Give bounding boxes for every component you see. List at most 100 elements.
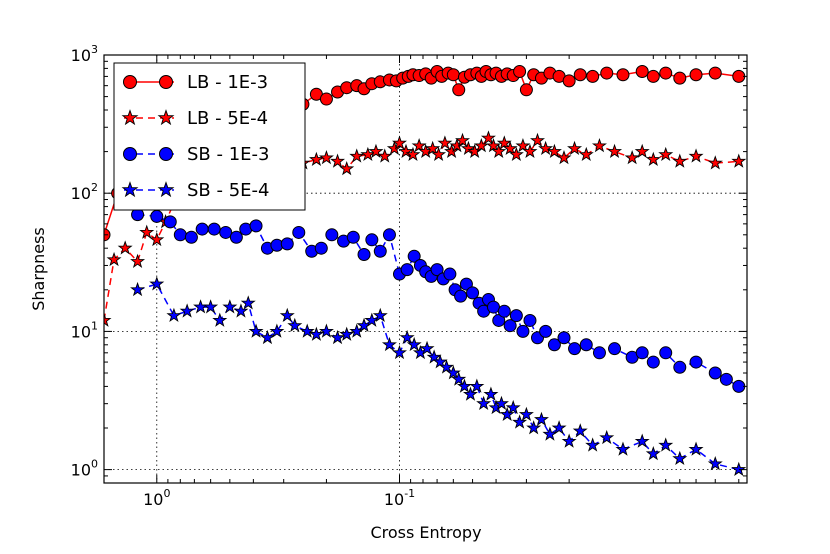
legend-marker	[123, 147, 137, 161]
data-point	[308, 151, 324, 166]
x-tick-label: 10-1	[384, 487, 415, 509]
data-point	[360, 146, 376, 162]
data-point	[688, 441, 704, 456]
legend-marker	[159, 75, 173, 89]
data-point	[318, 150, 334, 165]
data-point	[117, 240, 133, 255]
data-point	[538, 140, 554, 156]
data-point	[346, 230, 360, 244]
data-point	[707, 155, 723, 170]
data-point	[615, 441, 631, 456]
data-point	[399, 329, 415, 345]
data-point	[732, 69, 746, 83]
legend-label: SB - 5E-4	[187, 180, 270, 201]
data-point	[513, 64, 527, 78]
data-point	[381, 336, 397, 352]
data-point	[556, 150, 572, 165]
data-point	[392, 135, 407, 150]
legend-entry: SB - 5E-4	[121, 180, 270, 201]
legend-label: LB - 1E-3	[187, 72, 268, 93]
data-point	[505, 399, 521, 415]
data-point	[430, 263, 444, 277]
data-point	[319, 92, 333, 106]
data-point	[519, 83, 533, 97]
data-point	[688, 148, 704, 163]
data-point	[658, 437, 674, 452]
legend-label: LB - 5E-4	[187, 108, 268, 129]
data-point	[314, 241, 328, 255]
data-point	[708, 66, 722, 80]
legend-entry: LB - 1E-3	[123, 72, 268, 93]
data-point	[469, 378, 485, 393]
data-point	[562, 74, 576, 88]
data-point	[445, 365, 461, 380]
data-point	[150, 209, 164, 223]
data-point	[634, 143, 650, 158]
data-point	[411, 138, 427, 153]
data-point	[542, 426, 558, 441]
data-point	[731, 461, 747, 476]
data-point	[222, 299, 238, 314]
data-point	[452, 83, 466, 97]
data-point	[645, 445, 661, 461]
data-point	[163, 215, 177, 229]
data-point	[551, 420, 567, 435]
data-point	[407, 249, 421, 263]
data-point	[646, 355, 660, 369]
data-point	[405, 146, 421, 162]
data-point	[299, 323, 315, 338]
data-point	[349, 148, 365, 163]
data-point	[446, 68, 460, 82]
data-point	[635, 64, 649, 78]
data-point	[530, 132, 545, 148]
data-point	[212, 312, 228, 327]
y-axis-label: Sharpness	[29, 227, 48, 311]
data-point	[454, 289, 468, 303]
legend-marker	[121, 109, 139, 126]
data-point	[578, 146, 594, 162]
data-point	[509, 309, 523, 323]
data-point	[364, 312, 380, 327]
data-point	[462, 386, 478, 401]
data-point	[732, 379, 746, 393]
y-tick-label: 103	[71, 43, 98, 65]
data-point	[503, 319, 517, 333]
data-point	[203, 299, 219, 314]
data-point	[485, 138, 501, 153]
data-point	[318, 323, 334, 338]
data-point	[561, 433, 577, 448]
data-point	[219, 225, 233, 239]
data-point	[600, 66, 614, 80]
data-point	[456, 378, 472, 393]
data-point	[635, 346, 649, 360]
data-point	[480, 130, 496, 145]
data-point	[646, 69, 660, 83]
data-point	[592, 346, 606, 360]
data-point	[437, 135, 453, 150]
ticks: 100 10-1 100 101 102 103	[71, 43, 747, 509]
data-point	[149, 231, 165, 247]
data-point	[599, 429, 615, 445]
data-point	[269, 323, 285, 338]
data-point	[672, 153, 688, 168]
data-point	[431, 146, 447, 162]
data-point	[279, 307, 295, 323]
data-point	[518, 406, 534, 421]
data-point	[496, 135, 512, 150]
data-point	[432, 354, 448, 369]
data-point	[591, 138, 607, 153]
data-point	[497, 304, 511, 318]
data-point	[460, 140, 476, 156]
data-point	[106, 251, 122, 267]
data-point	[372, 307, 388, 323]
data-point	[568, 342, 582, 356]
data-point	[292, 225, 306, 239]
data-point	[557, 331, 571, 345]
series-sb-1e-3	[131, 208, 746, 393]
data-point	[502, 140, 518, 156]
data-point	[325, 228, 339, 242]
data-point	[476, 395, 492, 411]
data-point	[400, 263, 414, 277]
data-point	[731, 153, 747, 168]
